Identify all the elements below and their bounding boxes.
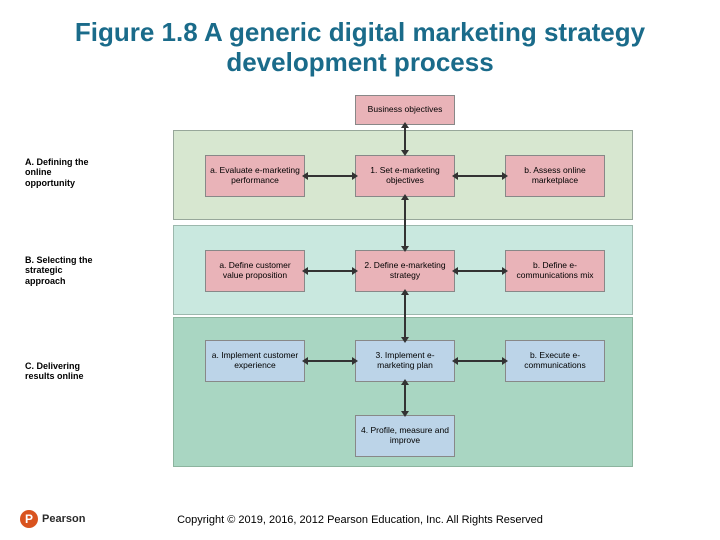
section-label-a: A. Defining the online opportunity (25, 157, 97, 188)
arrow-horizontal (307, 175, 353, 177)
arrow-vertical (404, 127, 406, 151)
arrow-horizontal (457, 175, 503, 177)
box-b-assess-marketplace: b. Assess online marketplace (505, 155, 605, 197)
arrow-horizontal (307, 360, 353, 362)
arrow-vertical (404, 384, 406, 412)
arrow-horizontal (457, 270, 503, 272)
box-b-execute-comms: b. Execute e-communications (505, 340, 605, 382)
box-a-evaluate-performance: a. Evaluate e-marketing performance (205, 155, 305, 197)
diagram: A. Defining the online opportunity B. Se… (95, 95, 655, 485)
section-label-c: C. Delivering results online (25, 361, 97, 382)
arrow-vertical (404, 294, 406, 338)
arrow-horizontal (457, 360, 503, 362)
figure-title: Figure 1.8 A generic digital marketing s… (0, 0, 720, 88)
section-label-b: B. Selecting the strategic approach (25, 255, 97, 286)
box-business-objectives: Business objectives (355, 95, 455, 125)
box-3-implement-plan: 3. Implement e-marketing plan (355, 340, 455, 382)
arrow-vertical (404, 199, 406, 247)
arrow-horizontal (307, 270, 353, 272)
box-b-define-comms-mix: b. Define e-communications mix (505, 250, 605, 292)
box-a-define-value-prop: a. Define customer value proposition (205, 250, 305, 292)
copyright-text: Copyright © 2019, 2016, 2012 Pearson Edu… (0, 514, 720, 526)
box-a-implement-experience: a. Implement customer experience (205, 340, 305, 382)
box-2-define-strategy: 2. Define e-marketing strategy (355, 250, 455, 292)
box-1-set-objectives: 1. Set e-marketing objectives (355, 155, 455, 197)
box-4-profile-measure: 4. Profile, measure and improve (355, 415, 455, 457)
